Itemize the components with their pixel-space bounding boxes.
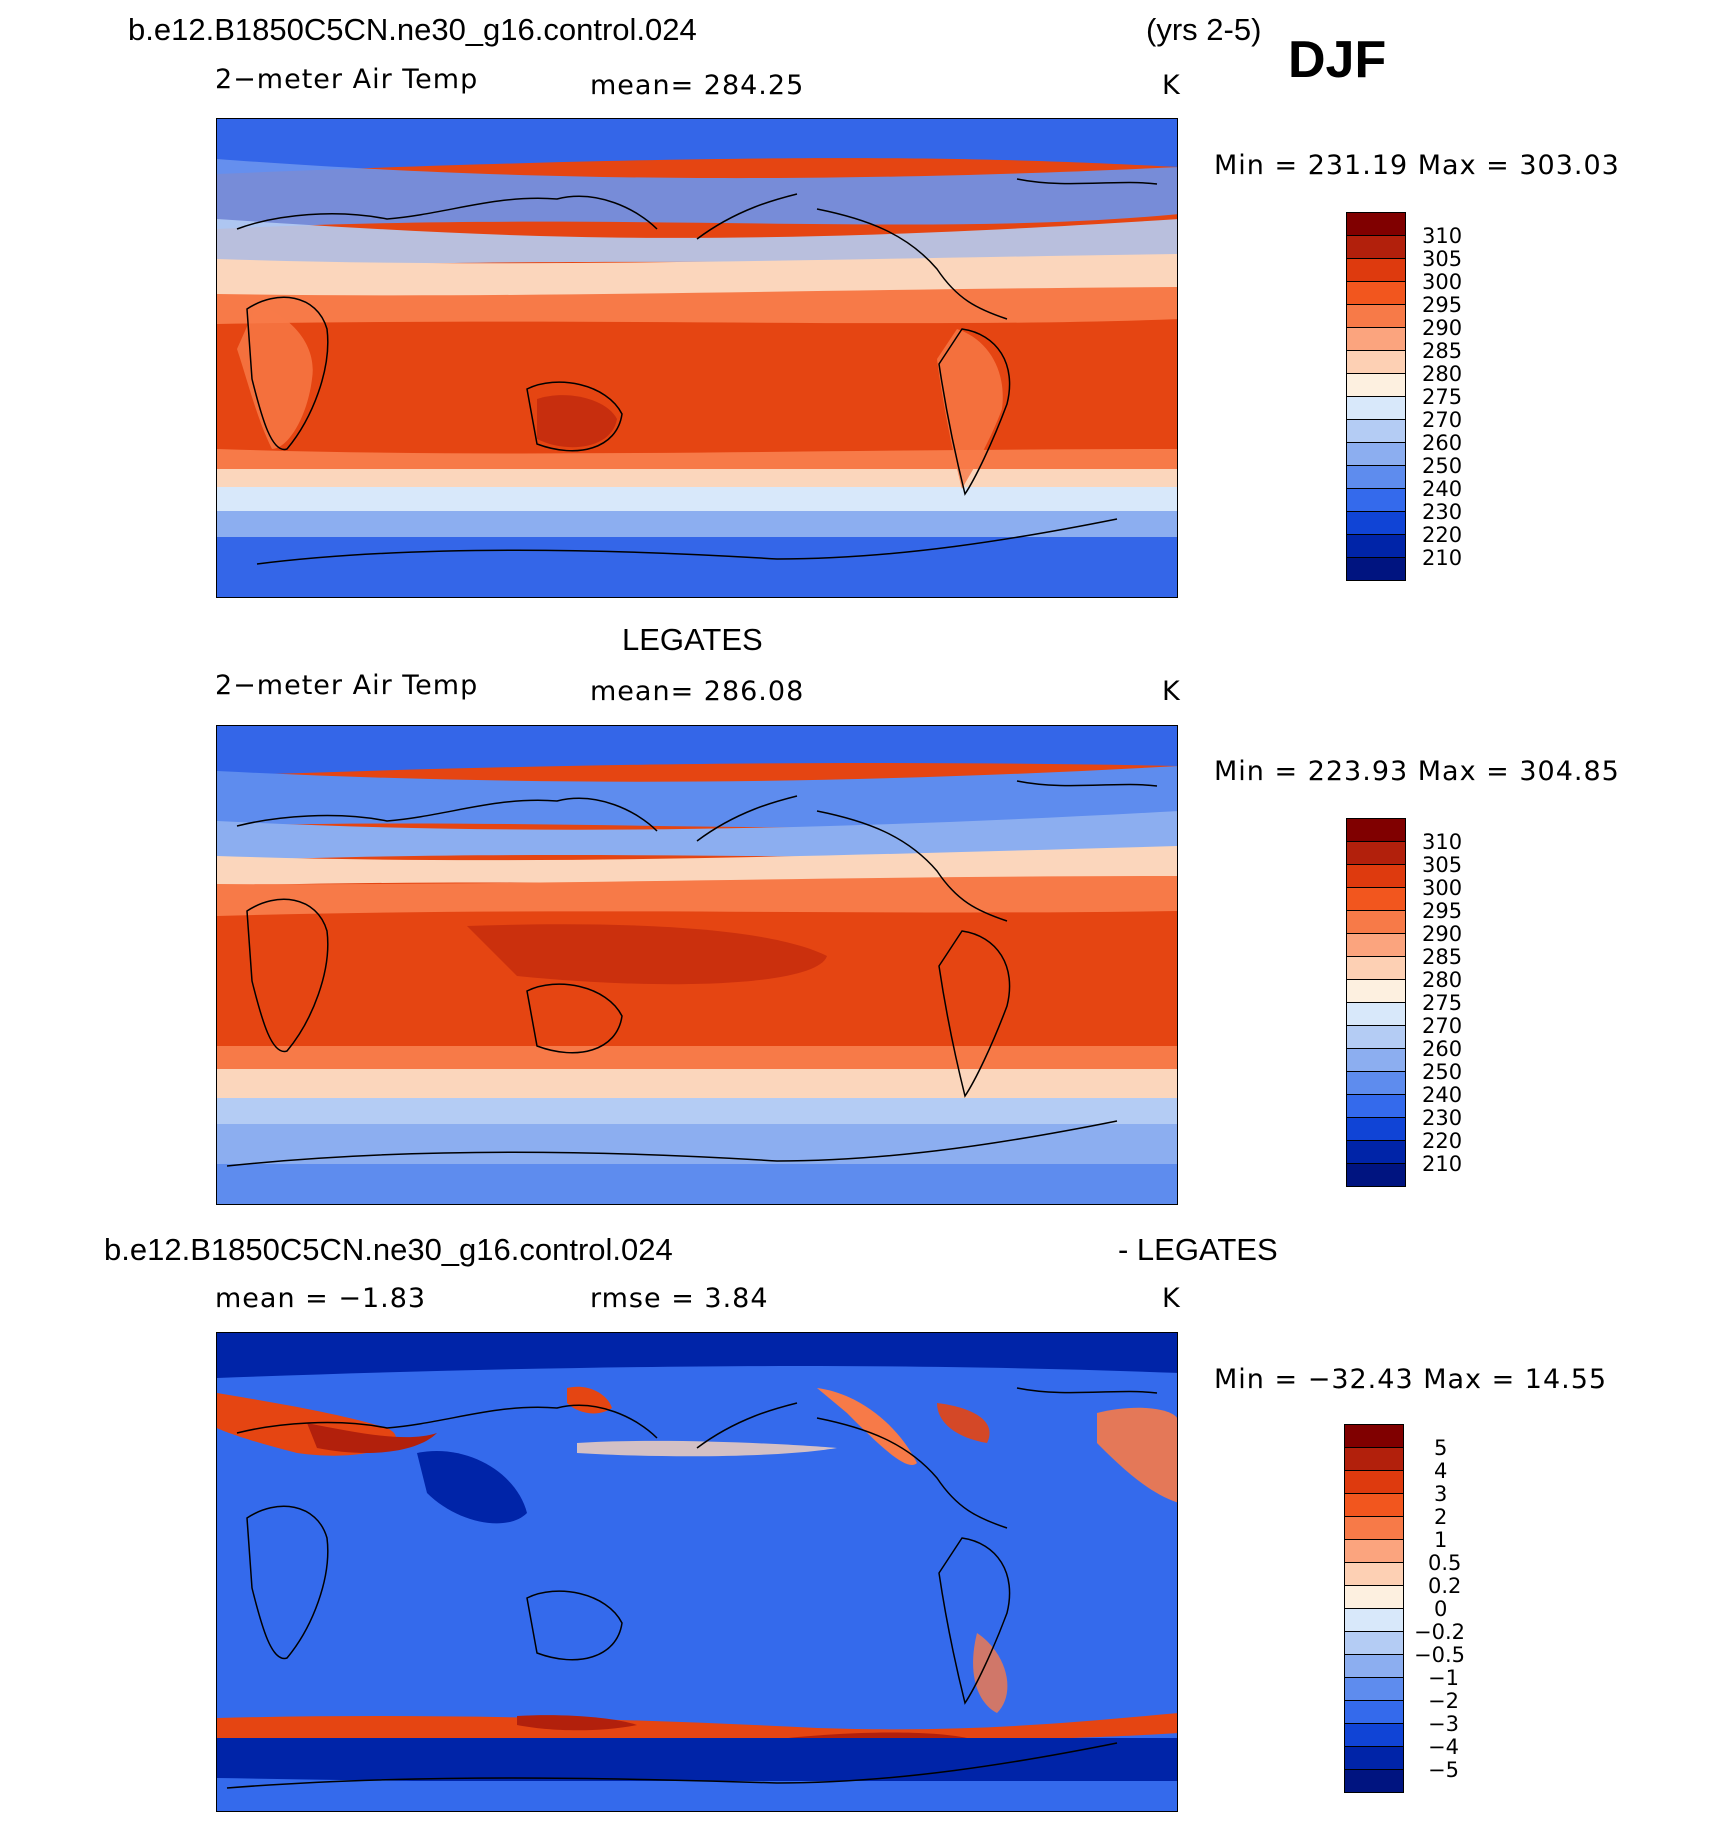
panel3-map-svg: [217, 1333, 1177, 1811]
panel3-title-right: - LEGATES: [1118, 1232, 1278, 1267]
legend-tick: 5: [1434, 1436, 1448, 1460]
legend-tick: −3: [1428, 1712, 1459, 1736]
legend-tick: 290: [1422, 316, 1463, 340]
legend-tick: 210: [1422, 1152, 1463, 1176]
legend-tick: 310: [1422, 830, 1463, 854]
legend-tick: 290: [1422, 922, 1463, 946]
panel3-units: K: [1162, 1283, 1181, 1314]
legend-tick: 0.2: [1428, 1574, 1462, 1598]
legend-tick: 295: [1422, 293, 1463, 317]
legend-tick: −0.5: [1414, 1643, 1465, 1667]
panel2-field: 2−meter Air Temp: [215, 670, 479, 701]
panel3-title-left: b.e12.B1850C5CN.ne30_g16.control.024: [104, 1232, 673, 1267]
panel3-rmse: rmse = 3.84: [590, 1283, 769, 1314]
legend-tick: 260: [1422, 431, 1463, 455]
panel1-mean: mean= 284.25: [590, 70, 805, 101]
legend-tick: 305: [1422, 247, 1463, 271]
legend-tick: 3: [1434, 1482, 1448, 1506]
panel1-minmax: Min = 231.19 Max = 303.03: [1214, 150, 1620, 181]
legend-tick: 310: [1422, 224, 1463, 248]
legend-tick: 1: [1434, 1528, 1448, 1552]
legend-tick: 270: [1422, 1014, 1463, 1038]
panel2-title: LEGATES: [622, 622, 763, 657]
panel3-map: [216, 1332, 1178, 1812]
legend-tick: 300: [1422, 270, 1463, 294]
panel3-minmax: Min = −32.43 Max = 14.55: [1214, 1364, 1608, 1395]
season-label: DJF: [1288, 31, 1387, 89]
legend-tick: 240: [1422, 1083, 1463, 1107]
panel2-mean: mean= 286.08: [590, 676, 805, 707]
legend-tick: −4: [1428, 1735, 1459, 1759]
legend-tick: 230: [1422, 500, 1463, 524]
panel1-map: [216, 118, 1178, 598]
legend-tick: 2: [1434, 1505, 1448, 1529]
legend-tick: 0.5: [1428, 1551, 1462, 1575]
legend-tick: 275: [1422, 991, 1463, 1015]
legend-tick: 280: [1422, 362, 1463, 386]
legend-tick: −5: [1428, 1758, 1459, 1782]
legend-tick: 220: [1422, 523, 1463, 547]
legend-tick: −2: [1428, 1689, 1459, 1713]
panel1-map-svg: [217, 119, 1177, 597]
legend-tick: −1: [1428, 1666, 1459, 1690]
legend-tick: 240: [1422, 477, 1463, 501]
legend-tick: 295: [1422, 899, 1463, 923]
legend-tick: 270: [1422, 408, 1463, 432]
years-label: (yrs 2-5): [1146, 12, 1262, 47]
panel2-units: K: [1162, 676, 1181, 707]
legend-tick: 300: [1422, 876, 1463, 900]
panel2-map-svg: [217, 726, 1177, 1204]
legend-tick: 285: [1422, 339, 1463, 363]
panel2-map: [216, 725, 1178, 1205]
legend-tick: 275: [1422, 385, 1463, 409]
legend-tick: 210: [1422, 546, 1463, 570]
panel3-mean: mean = −1.83: [215, 1283, 427, 1314]
legend-tick: 285: [1422, 945, 1463, 969]
legend-tick: 280: [1422, 968, 1463, 992]
legend-tick: −0.2: [1414, 1620, 1465, 1644]
legend-tick: 250: [1422, 454, 1463, 478]
legend-tick: 220: [1422, 1129, 1463, 1153]
panel2-minmax: Min = 223.93 Max = 304.85: [1214, 756, 1620, 787]
legend-tick: 0: [1434, 1597, 1448, 1621]
legend-tick: 4: [1434, 1459, 1448, 1483]
case-title: b.e12.B1850C5CN.ne30_g16.control.024: [128, 12, 697, 47]
panel1-field: 2−meter Air Temp: [215, 64, 479, 95]
legend-tick: 250: [1422, 1060, 1463, 1084]
legend-tick: 230: [1422, 1106, 1463, 1130]
legend-tick: 260: [1422, 1037, 1463, 1061]
legend-tick: 305: [1422, 853, 1463, 877]
panel1-units: K: [1162, 70, 1181, 101]
